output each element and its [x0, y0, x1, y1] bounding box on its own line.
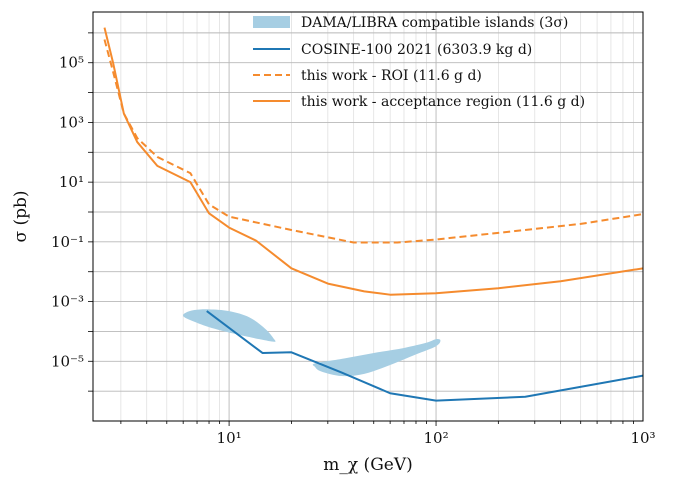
y-tick-label: 10³ [59, 113, 84, 131]
series-line-3 [103, 27, 643, 296]
plot-frame [92, 11, 644, 422]
legend-label: this work - acceptance region (11.6 g d) [301, 94, 585, 110]
y-tick-label: 10⁻¹ [51, 233, 84, 251]
legend-swatch-region [253, 16, 290, 28]
legend: DAMA/LIBRA compatible islands (3σ) COSINE… [253, 15, 585, 110]
legend-label: this work - ROI (11.6 g d) [301, 68, 482, 84]
y-tick-label: 10⁻⁵ [51, 352, 84, 370]
legend-label: COSINE-100 2021 (6303.9 kg d) [301, 42, 532, 58]
dama-island [183, 309, 276, 342]
plot-series [103, 27, 643, 402]
series-line-1 [206, 310, 643, 402]
y-tick-label: 10⁻³ [51, 293, 84, 311]
y-tick-label: 10¹ [59, 173, 84, 191]
x-tick-label: 10¹ [217, 429, 242, 447]
dama-island [312, 339, 441, 377]
x-tick-label: 10³ [630, 429, 655, 447]
x-tick-label: 10² [423, 429, 448, 447]
y-axis-label: σ (pb) [11, 190, 31, 242]
legend-label: DAMA/LIBRA compatible islands (3σ) [301, 15, 568, 31]
axis-ticks: 10¹ 10² 10³ 10⁵ 10³ 10¹ 10⁻¹ 10⁻³ 10⁻⁵ [51, 32, 656, 447]
x-axis-label: m_χ (GeV) [323, 455, 413, 475]
y-tick-label: 10⁵ [59, 54, 84, 72]
